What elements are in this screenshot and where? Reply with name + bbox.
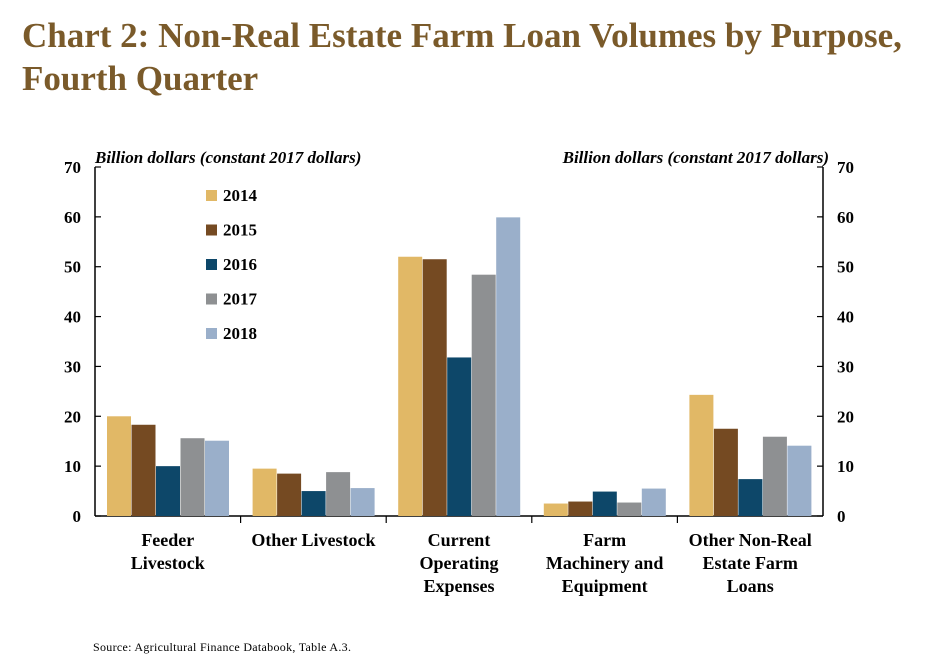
category-label: Equipment <box>562 576 648 596</box>
right-tick-label: 0 <box>837 507 846 526</box>
bars <box>107 217 812 516</box>
category-label: Feeder <box>141 530 194 550</box>
legend-label-2017: 2017 <box>223 290 258 309</box>
legend-swatch-2016 <box>206 259 217 270</box>
bar-2018 <box>350 488 375 516</box>
legend-label-2016: 2016 <box>223 255 257 274</box>
bar-2017 <box>180 438 205 516</box>
category-label: Current <box>428 530 491 550</box>
bar-2015 <box>422 259 447 516</box>
category-label: Other Non-Real <box>689 530 812 550</box>
bar-2018 <box>205 440 229 516</box>
left-tick-label: 40 <box>64 308 81 327</box>
right-tick-label: 40 <box>837 308 854 327</box>
left-tick-label: 10 <box>64 457 81 476</box>
legend: 2014 2015 2016 2017 2018 <box>206 186 258 343</box>
bar-2014 <box>252 468 277 516</box>
bar-2017 <box>617 502 642 516</box>
category-label: Livestock <box>131 553 205 573</box>
right-tick-label: 20 <box>837 407 854 426</box>
bar-2014 <box>107 416 131 516</box>
chart-title: Chart 2: Non-Real Estate Farm Loan Volum… <box>22 16 902 98</box>
category-label: Machinery and <box>546 553 664 573</box>
right-axis-label: Billion dollars (constant 2017 dollars) <box>562 148 829 167</box>
category-label: Other Livestock <box>251 530 375 550</box>
bar-2015 <box>713 428 738 516</box>
bar-2015 <box>131 424 156 516</box>
category-label: Estate Farm <box>702 553 797 573</box>
left-axis-label: Billion dollars (constant 2017 dollars) <box>94 148 361 167</box>
category-label: Operating <box>420 553 499 573</box>
right-tick-label: 60 <box>837 208 854 227</box>
left-tick-label: 20 <box>64 407 81 426</box>
left-tick-label: 0 <box>73 507 82 526</box>
axes: 0 0 10 10 20 20 30 30 40 40 50 50 60 60 70 70 Billion do… <box>64 148 854 526</box>
category-label: Farm <box>583 530 626 550</box>
bar-2016 <box>156 466 180 516</box>
left-tick-label: 70 <box>64 158 81 177</box>
bar-2015 <box>277 473 302 516</box>
category-label: Expenses <box>423 576 494 596</box>
left-tick-label: 50 <box>64 258 81 277</box>
bar-2016 <box>738 479 763 516</box>
legend-swatch-2017 <box>206 293 217 305</box>
legend-swatch-2015 <box>206 224 217 236</box>
left-tick-label: 30 <box>64 357 81 376</box>
bar-2016 <box>592 491 617 516</box>
bar-2018 <box>496 217 521 516</box>
legend-label-2014: 2014 <box>223 186 258 205</box>
right-tick-label: 70 <box>837 158 854 177</box>
bar-2016 <box>447 357 472 516</box>
bar-2016 <box>301 491 326 516</box>
legend-label-2015: 2015 <box>223 221 257 240</box>
bar-2015 <box>568 501 593 516</box>
bar-2017 <box>326 472 351 516</box>
category-label: Loans <box>727 576 774 596</box>
left-tick-label: 60 <box>64 208 81 227</box>
bar-2017 <box>471 274 496 516</box>
bar-2014 <box>689 394 714 516</box>
right-tick-label: 10 <box>837 457 854 476</box>
bar-2014 <box>543 503 568 516</box>
legend-label-2018: 2018 <box>223 324 257 343</box>
source-note: Source: Agricultural Finance Databook, T… <box>93 640 352 654</box>
bar-2014 <box>398 256 423 516</box>
right-tick-label: 30 <box>837 357 854 376</box>
right-tick-label: 50 <box>837 258 854 277</box>
legend-swatch-2014 <box>206 190 217 201</box>
axis-labels: Feeder Livestock Other Livestock Current Ope… <box>131 530 812 596</box>
bar-2017 <box>762 436 787 516</box>
legend-swatch-2018 <box>206 328 217 339</box>
bar-2018 <box>641 488 666 516</box>
bar-2018 <box>787 445 812 516</box>
